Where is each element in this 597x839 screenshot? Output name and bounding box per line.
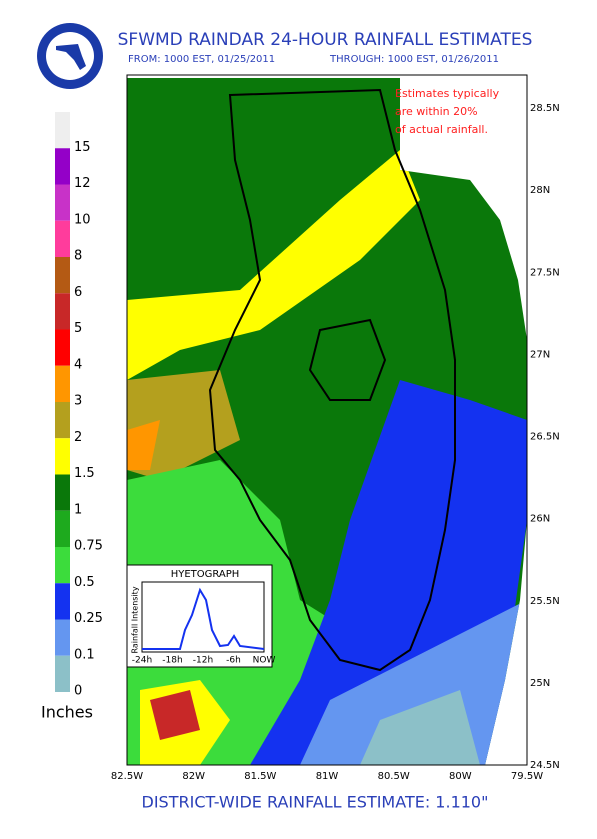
through-date: THROUGH: 1000 EST, 01/26/2011	[329, 54, 499, 65]
latitude-label: 27N	[530, 349, 550, 360]
colorbar-swatch	[55, 583, 70, 620]
colorbar-label: 0.1	[74, 647, 95, 662]
rainfall-map	[126, 74, 528, 766]
latitude-label: 24.5N	[530, 760, 560, 771]
colorbar-swatch	[55, 112, 70, 149]
colorbar-label: 4	[74, 357, 82, 372]
hyetograph-x-label: -12h	[193, 656, 213, 666]
colorbar-label: 2	[74, 430, 82, 445]
colorbar-label: 0.25	[74, 611, 103, 626]
colorbar-swatch	[55, 148, 70, 185]
hyetograph-x-label: -18h	[162, 656, 182, 666]
colorbar-label: 0.75	[74, 539, 103, 554]
latitude-labels: 28.5N 28N 27.5N 27N 26.5N 26N 25.5N 25N 24.5N	[530, 103, 560, 771]
longitude-label: 81.5W	[244, 771, 276, 782]
colorbar-label: 1.5	[74, 466, 95, 481]
colorbar-swatch	[55, 510, 70, 547]
hyetograph-x-label: -6h	[226, 656, 241, 666]
title: SFWMD RAINDAR 24-HOUR RAINFALL ESTIMATES	[118, 30, 533, 50]
colorbar-label: 0	[74, 684, 82, 699]
colorbar-swatch	[55, 402, 70, 439]
latitude-label: 28.5N	[530, 103, 560, 114]
latitude-label: 25N	[530, 678, 550, 689]
latitude-label: 28N	[530, 185, 550, 196]
latitude-label: 27.5N	[530, 267, 560, 278]
longitude-label: 79.5W	[511, 771, 543, 782]
longitude-label: 82.5W	[111, 771, 143, 782]
colorbar-swatch	[55, 365, 70, 402]
colorbar-swatch	[55, 257, 70, 294]
note-line: of actual rainfall.	[395, 123, 488, 136]
colorbar-label: 1	[74, 502, 82, 517]
logo	[37, 23, 103, 89]
colorbar-label: 5	[74, 321, 82, 336]
longitude-label: 80.5W	[378, 771, 410, 782]
colorbar-swatch	[55, 329, 70, 366]
colorbar-label: 8	[74, 249, 82, 264]
colorbar-swatch	[55, 184, 70, 221]
colorbar-swatch	[55, 547, 70, 584]
colorbar-swatch	[55, 438, 70, 475]
district-estimate: DISTRICT-WIDE RAINFALL ESTIMATE: 1.110"	[142, 793, 489, 812]
longitude-label: 81W	[316, 771, 339, 782]
longitude-label: 82W	[182, 771, 205, 782]
latitude-label: 26.5N	[530, 432, 560, 443]
note-line: Estimates typically	[395, 87, 500, 100]
longitude-labels: 82.5W 82W 81.5W 81W 80.5W 80W 79.5W	[111, 771, 543, 782]
hyetograph-title: HYETOGRAPH	[171, 569, 240, 580]
longitude-label: 80W	[449, 771, 472, 782]
colorbar-swatch	[55, 293, 70, 330]
latitude-label: 26N	[530, 514, 550, 525]
colorbar-swatch	[55, 655, 70, 692]
hyetograph-x-label: -24h	[132, 656, 152, 666]
latitude-label: 25.5N	[530, 596, 560, 607]
accuracy-note: Estimates typically are within 20% of actu…	[395, 87, 500, 136]
hyetograph-x-label: NOW	[253, 656, 276, 666]
note-line: are within 20%	[395, 105, 478, 118]
colorbar-label: 0.5	[74, 575, 95, 590]
colorbar-label: 6	[74, 285, 82, 300]
colorbar-label: 3	[74, 394, 82, 409]
colorbar-swatch	[55, 619, 70, 656]
colorbar-label: 12	[74, 176, 91, 191]
colorbar-swatch	[55, 474, 70, 511]
hyetograph-y-label: Rainfall Intensity	[131, 586, 140, 653]
hyetograph: HYETOGRAPH Rainfall Intensity -24h -18h -1…	[126, 564, 276, 668]
colorbar-label: 10	[74, 212, 91, 227]
colorbar: 15 12 10 8 6 5 4 3 2 1.5 1 0.75 0.5 0.25 0.1 0	[55, 112, 103, 699]
legend-unit: Inches	[41, 703, 93, 722]
from-date: FROM: 1000 EST, 01/25/2011	[128, 54, 275, 65]
colorbar-label: 15	[74, 140, 91, 155]
colorbar-swatch	[55, 220, 70, 257]
